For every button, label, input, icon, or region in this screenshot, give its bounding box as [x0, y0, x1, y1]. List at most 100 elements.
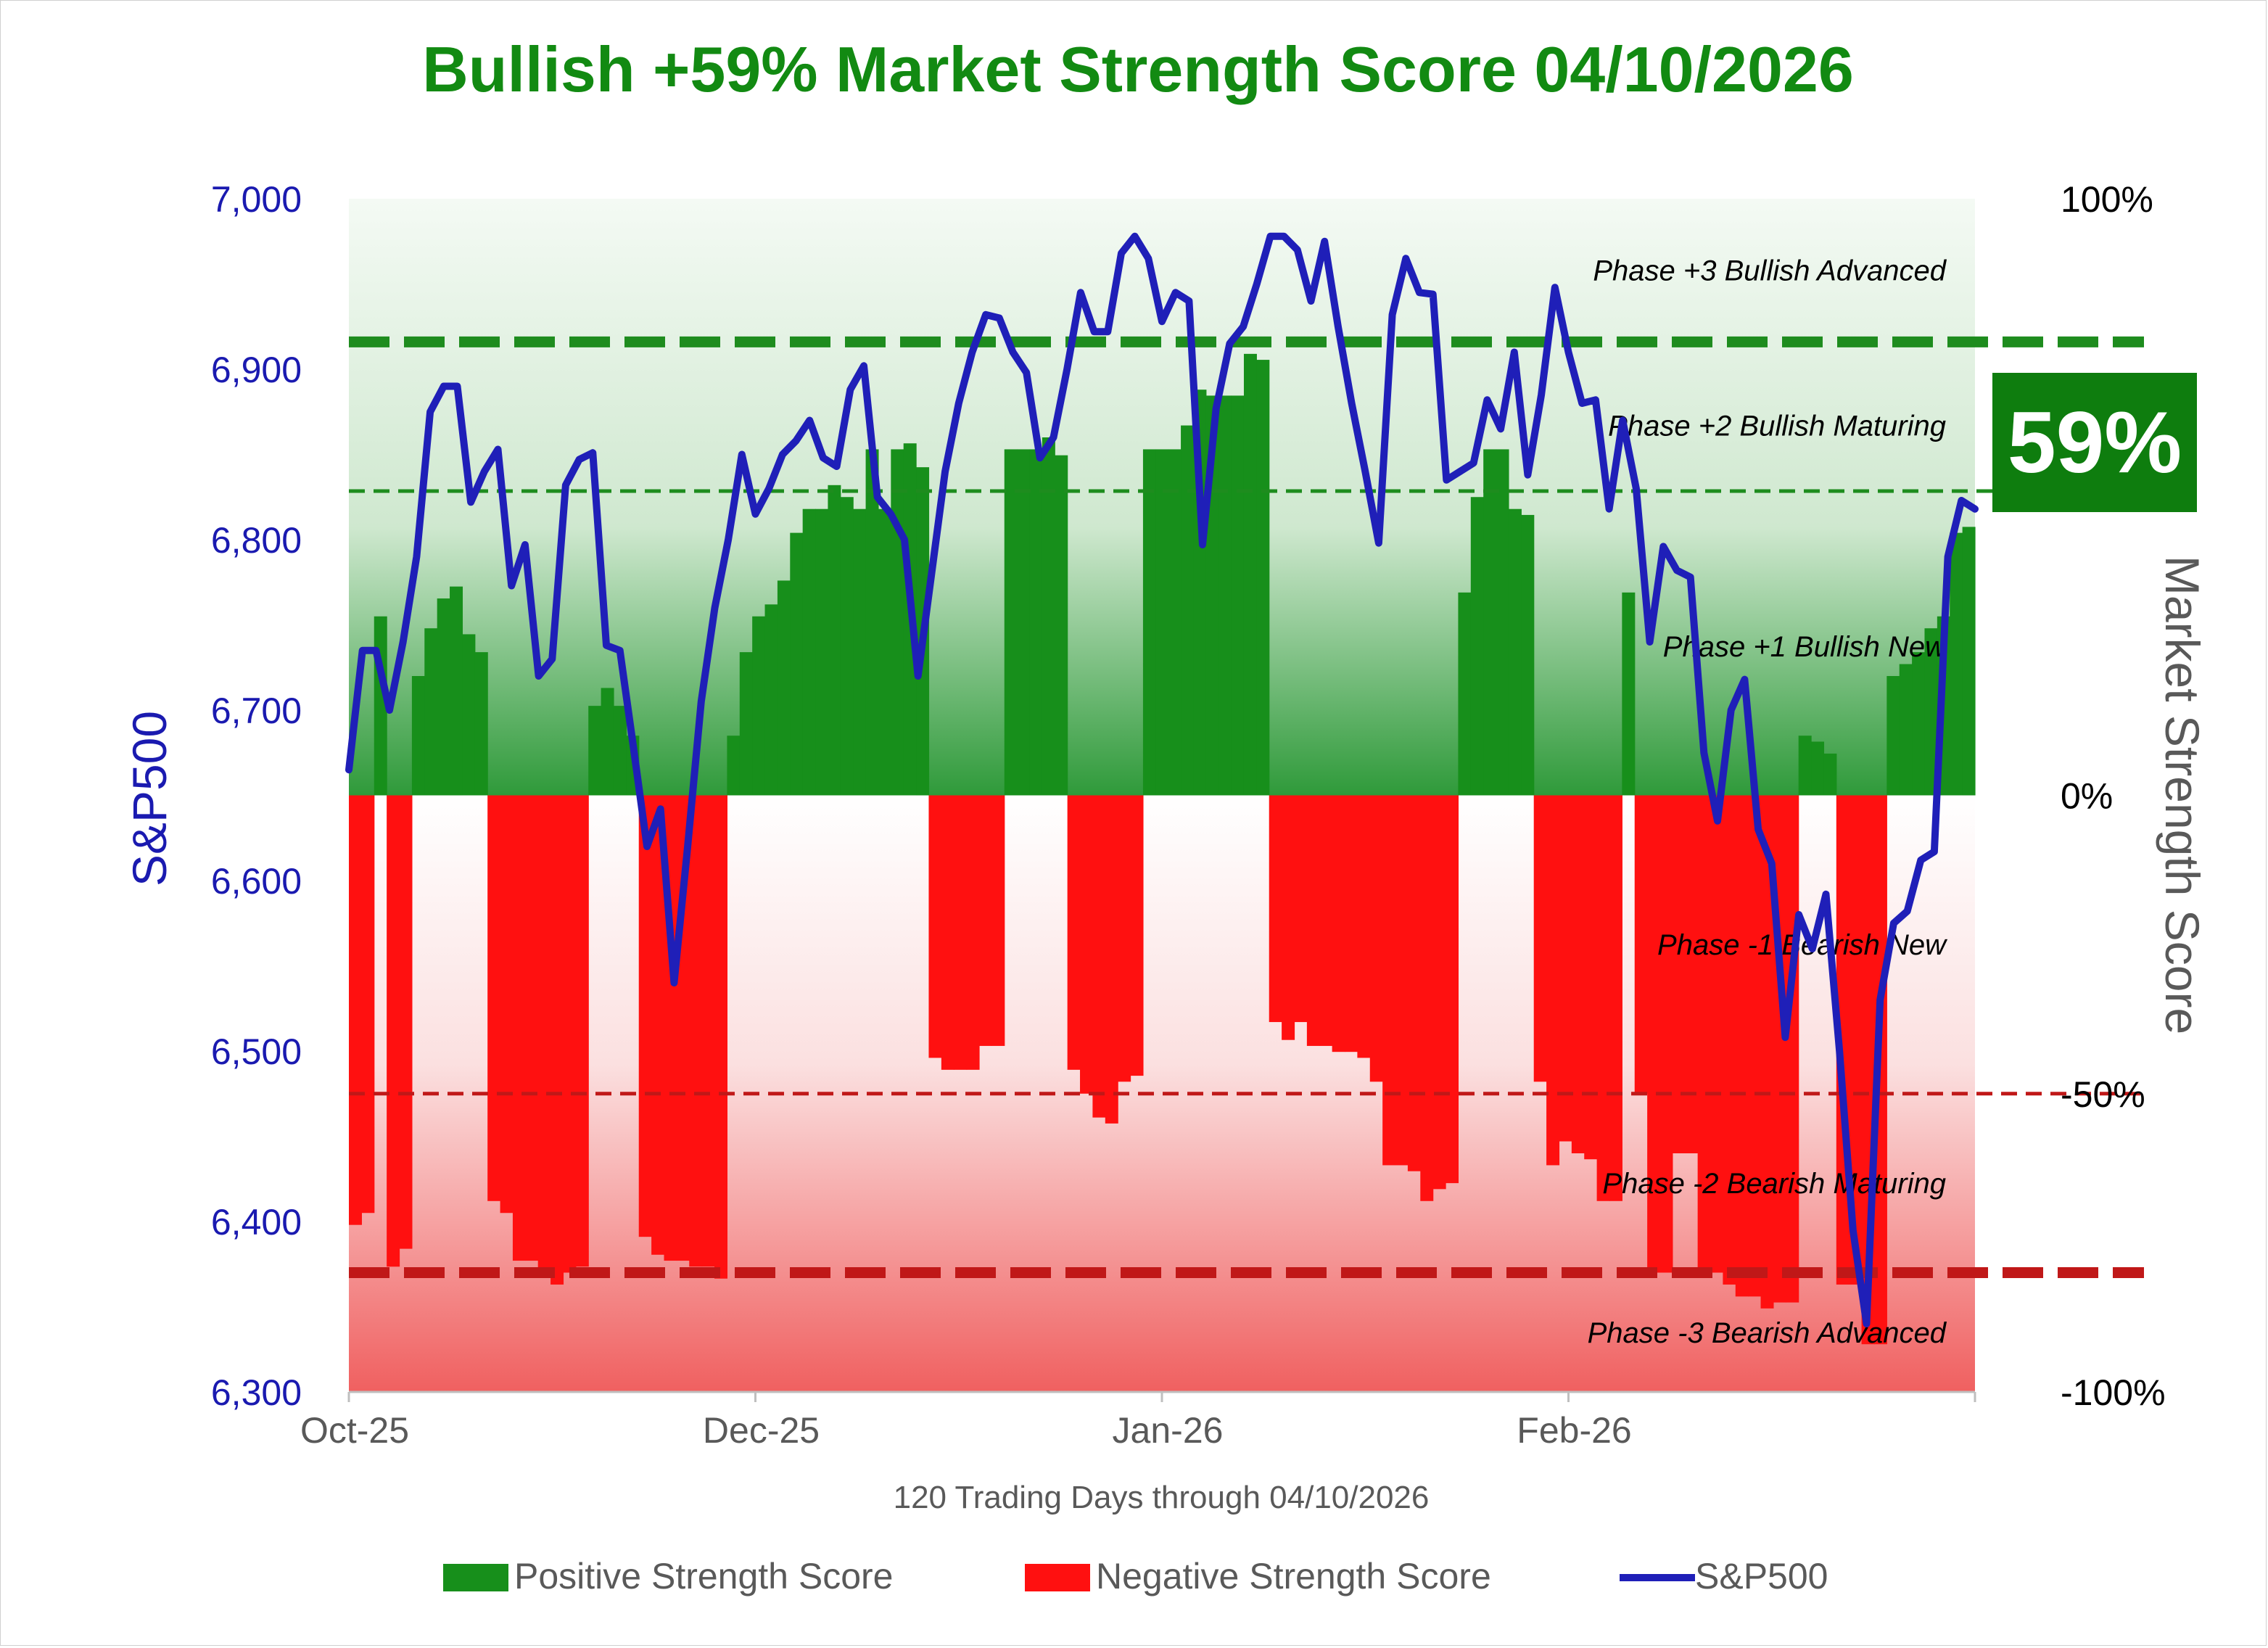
positive-bar	[1142, 449, 1156, 796]
negative-bar	[1559, 795, 1572, 1142]
x-tick-label: Jan-26	[1113, 1410, 1224, 1451]
sp500-line	[345, 232, 1979, 1327]
y-tick-label: 6,900	[211, 350, 302, 390]
negative-bar	[1130, 795, 1144, 1076]
negative-bar	[954, 795, 968, 1070]
x-tick-label: Oct-25	[300, 1410, 409, 1451]
positive-bar	[1798, 736, 1812, 796]
positive-bar	[474, 652, 488, 796]
positive-bar	[1029, 449, 1043, 796]
negative-bar	[714, 795, 727, 1279]
negative-bar	[1571, 795, 1585, 1153]
positive-bar	[1042, 437, 1055, 796]
positive-bar	[1886, 676, 1900, 796]
positive-bar	[424, 628, 438, 796]
positive-bar	[1483, 449, 1497, 796]
negative-bar	[1357, 795, 1371, 1058]
phase-label: Phase -1 Bearish New	[1657, 929, 1948, 961]
negative-bar	[978, 795, 992, 1046]
negative-bar	[1546, 795, 1560, 1166]
y2-tick-label: 100%	[2061, 179, 2153, 220]
legend-swatch-positive	[443, 1564, 508, 1591]
negative-bar	[1748, 795, 1762, 1297]
negative-bar	[487, 795, 501, 1201]
positive-bar	[1508, 508, 1522, 796]
positive-bar	[1823, 753, 1837, 796]
legend-label-sp500: S&P500	[1695, 1556, 1828, 1596]
positive-bar	[727, 736, 741, 796]
negative-bar	[966, 795, 980, 1070]
positive-bar	[450, 586, 463, 796]
phase-label: Phase +1 Bullish New	[1663, 631, 1948, 663]
negative-bar	[638, 795, 652, 1237]
positive-bar	[828, 485, 841, 796]
phase-label: Phase -2 Bearish Maturing	[1602, 1168, 1946, 1200]
positive-bar	[1181, 425, 1195, 796]
positive-bar	[1470, 497, 1484, 796]
positive-bar	[853, 508, 867, 796]
y-tick-label: 6,500	[211, 1031, 302, 1072]
positive-bar	[1458, 592, 1472, 796]
positive-bar	[739, 652, 753, 796]
phase-label: Phase +2 Bullish Maturing	[1608, 411, 1946, 442]
positive-bar	[1155, 449, 1169, 796]
positive-bar	[1950, 532, 1963, 796]
positive-bar	[764, 604, 778, 796]
negative-bar	[1659, 795, 1673, 1273]
positive-bar	[601, 688, 614, 796]
phase-label: Phase +3 Bullish Advanced	[1593, 255, 1947, 287]
negative-bar	[1092, 795, 1106, 1118]
negative-bar	[1685, 795, 1699, 1153]
x-tick-label: Dec-25	[703, 1410, 820, 1451]
negative-bar	[1067, 795, 1081, 1070]
negative-bar	[1369, 795, 1383, 1082]
negative-bar	[991, 795, 1005, 1046]
y-tick-label: 6,400	[211, 1202, 302, 1243]
y-tick-label: 7,000	[211, 179, 302, 220]
positive-bar	[1899, 664, 1913, 796]
negative-bar	[1849, 795, 1863, 1285]
positive-bar	[878, 508, 891, 796]
negative-bar	[512, 795, 526, 1261]
positive-bar	[1055, 455, 1068, 796]
y-tick-label: 6,600	[211, 861, 302, 902]
score-badge-label: 59%	[2008, 394, 2182, 491]
negative-bar	[1786, 795, 1799, 1303]
negative-bar	[399, 795, 413, 1249]
y-tick-label: 6,300	[211, 1372, 302, 1413]
negative-bar	[1446, 795, 1459, 1184]
negative-bar	[1735, 795, 1749, 1297]
negative-bar	[1118, 795, 1131, 1082]
positive-bar	[1256, 360, 1270, 796]
positive-bar	[802, 508, 816, 796]
negative-bar	[1294, 795, 1308, 1023]
y-tick-label: 6,700	[211, 691, 302, 731]
positive-bar	[790, 532, 804, 796]
negative-bar	[1332, 795, 1345, 1052]
negative-bar	[537, 795, 551, 1273]
negative-bar	[1584, 795, 1598, 1160]
negative-bar	[651, 795, 665, 1255]
negative-bar	[1319, 795, 1333, 1046]
negative-bar	[525, 795, 539, 1261]
negative-bar	[1609, 795, 1622, 1201]
positive-bar	[1962, 527, 1976, 796]
negative-bar	[361, 795, 375, 1214]
positive-bar	[1168, 449, 1182, 796]
negative-bar	[1407, 795, 1421, 1171]
positive-bar	[613, 706, 627, 796]
chart-title: Bullish +59% Market Strength Score 04/10…	[422, 33, 1854, 105]
negative-bar	[1382, 795, 1396, 1166]
negative-bar	[575, 795, 589, 1267]
negative-bar	[1420, 795, 1434, 1201]
negative-bar	[500, 795, 514, 1214]
phase-label: Phase -3 Bearish Advanced	[1588, 1317, 1947, 1349]
negative-bar	[349, 795, 362, 1225]
negative-bar	[701, 795, 715, 1267]
positive-bar	[777, 580, 791, 796]
positive-bar	[1004, 449, 1018, 796]
negative-bar	[689, 795, 703, 1267]
positive-bar	[1811, 741, 1825, 796]
